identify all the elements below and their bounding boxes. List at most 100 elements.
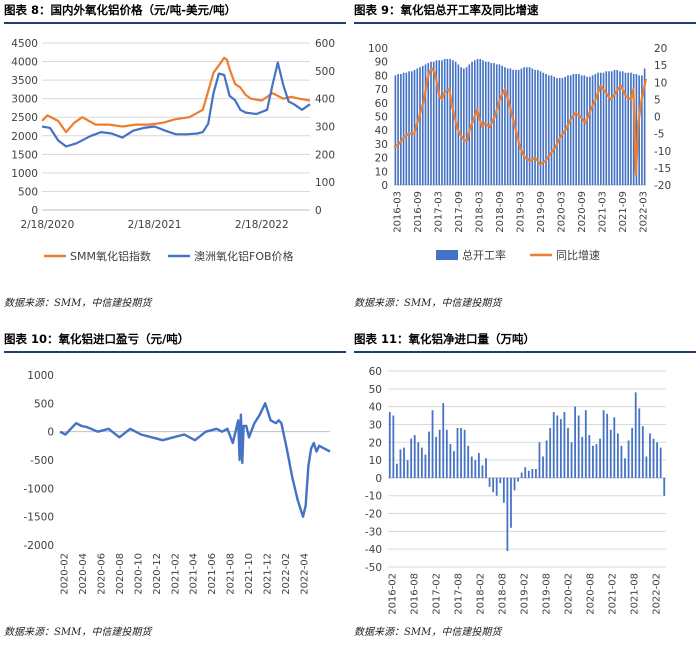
series-line bbox=[59, 402, 331, 518]
bar bbox=[413, 69, 416, 185]
bar bbox=[517, 69, 520, 185]
x-tick-label: 2019-03 bbox=[516, 191, 527, 233]
bar bbox=[605, 71, 608, 185]
x-tick-label: 2020-12 bbox=[152, 553, 163, 595]
bar bbox=[569, 75, 572, 185]
bar bbox=[634, 392, 637, 478]
bar bbox=[567, 428, 569, 478]
x-tick-label: 2019-02 bbox=[520, 573, 531, 615]
y-left-tick-label: 4000 bbox=[11, 57, 38, 69]
bar bbox=[570, 442, 573, 478]
y-left-tick-label: 30 bbox=[375, 139, 388, 151]
bar bbox=[542, 72, 545, 185]
bar bbox=[417, 442, 420, 478]
x-tick-label: 2018-08 bbox=[498, 573, 509, 615]
x-tick-label: 2020-06 bbox=[96, 553, 107, 595]
bar bbox=[465, 67, 468, 185]
bar bbox=[410, 438, 413, 478]
bar bbox=[580, 75, 583, 185]
y-left-tick-label: 4500 bbox=[11, 38, 38, 50]
bar bbox=[542, 456, 544, 478]
x-tick-label: 2019-08 bbox=[542, 573, 553, 615]
bar bbox=[652, 438, 655, 478]
y-right-tick-label: -15 bbox=[654, 163, 671, 175]
bar bbox=[410, 71, 413, 185]
chart-title: 图表 11：氧化铝净进口量（万吨） bbox=[354, 329, 696, 353]
y-left-tick-label: 500 bbox=[18, 186, 38, 198]
bar bbox=[463, 68, 465, 185]
bar bbox=[406, 460, 409, 478]
legend-label: 澳洲氧化铝FOB价格 bbox=[194, 249, 294, 263]
y-left-tick-label: 1000 bbox=[27, 370, 54, 382]
bar bbox=[534, 69, 536, 185]
bar bbox=[616, 69, 619, 185]
legend-label: SMM氧化铝指数 bbox=[70, 249, 151, 263]
bar bbox=[481, 465, 484, 478]
y-left-tick-label: 0 bbox=[31, 205, 38, 217]
y-right-tick-label: 10 bbox=[654, 77, 667, 89]
bar bbox=[513, 477, 516, 491]
bar bbox=[597, 72, 599, 185]
bar bbox=[531, 68, 534, 185]
y-right-tick-label: 600 bbox=[315, 38, 335, 50]
bar bbox=[493, 63, 495, 185]
x-tick-label: 2016-02 bbox=[388, 573, 399, 615]
x-tick-label: 2021-08 bbox=[630, 573, 641, 615]
x-tick-label: 2020-09 bbox=[577, 191, 588, 233]
bar bbox=[509, 68, 512, 185]
y-right-tick-label: 0 bbox=[315, 205, 322, 217]
y-left-tick-label: 0 bbox=[375, 473, 382, 485]
bar bbox=[556, 78, 558, 185]
bar bbox=[583, 75, 586, 185]
bar bbox=[620, 445, 623, 478]
bar bbox=[468, 64, 471, 185]
bar bbox=[610, 71, 613, 185]
bar bbox=[584, 410, 587, 478]
y-left-tick-label: 20 bbox=[369, 437, 382, 449]
bar bbox=[435, 60, 438, 185]
y-left-tick-label: -30 bbox=[365, 526, 382, 538]
bar bbox=[599, 72, 602, 185]
y-left-tick-label: -20 bbox=[365, 509, 382, 521]
bar bbox=[488, 477, 491, 487]
y-left-tick-label: 2000 bbox=[11, 131, 38, 143]
bar bbox=[517, 477, 519, 482]
bar bbox=[635, 74, 638, 185]
bar bbox=[561, 78, 564, 185]
bar bbox=[624, 72, 627, 185]
chart-title: 图表 8：国内外氧化铝价格（元/吨-美元/吨） bbox=[4, 0, 346, 24]
bar bbox=[431, 410, 434, 478]
bar bbox=[399, 449, 402, 478]
bar bbox=[608, 71, 610, 185]
bar bbox=[396, 463, 398, 478]
x-tick-label: 2017-09 bbox=[454, 191, 465, 233]
y-right-tick-label: -5 bbox=[654, 129, 664, 141]
x-tick-label: 2/18/2020 bbox=[20, 219, 74, 231]
bar bbox=[631, 428, 634, 478]
bar bbox=[394, 75, 397, 185]
x-tick-label: 2020-08 bbox=[586, 573, 597, 615]
bar bbox=[432, 61, 435, 186]
bar bbox=[527, 470, 530, 478]
y-left-tick-label: 2500 bbox=[11, 112, 38, 124]
bar bbox=[452, 60, 454, 185]
bar bbox=[449, 444, 452, 478]
bar bbox=[602, 410, 605, 478]
bar bbox=[435, 436, 437, 478]
x-tick-label: 2/18/2022 bbox=[235, 219, 289, 231]
bar bbox=[627, 72, 630, 185]
bar bbox=[402, 72, 405, 185]
x-tick-label: 2021-12 bbox=[263, 553, 274, 595]
bar bbox=[545, 440, 548, 478]
bar bbox=[442, 403, 445, 478]
bar bbox=[438, 60, 441, 185]
bar bbox=[539, 71, 542, 185]
x-tick-label: 2018-09 bbox=[495, 191, 506, 233]
x-tick-label: 2021-08 bbox=[226, 553, 237, 595]
bar bbox=[470, 456, 473, 478]
bar bbox=[550, 75, 553, 185]
bar bbox=[528, 67, 531, 185]
y-right-tick-label: 20 bbox=[654, 43, 667, 55]
x-tick-label: 2021-03 bbox=[598, 191, 609, 233]
chart-panel-11: 图表 11：氧化铝净进口量（万吨） -50 -40 -30 -20 -10 0 10 20 30… bbox=[354, 329, 696, 649]
